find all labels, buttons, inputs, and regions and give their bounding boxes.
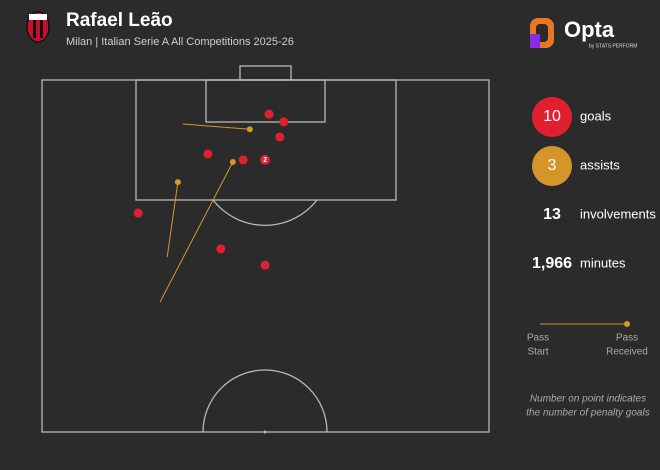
title: Rafael Leão bbox=[66, 10, 173, 31]
stat-value: 10 bbox=[543, 108, 561, 125]
brand: Opta bbox=[564, 17, 615, 42]
legend-label: Start bbox=[527, 347, 548, 358]
legend-label: Pass bbox=[527, 333, 549, 344]
legend-label: Received bbox=[606, 347, 648, 358]
goal bbox=[216, 244, 226, 254]
stat-label: minutes bbox=[580, 255, 626, 270]
opta-logo bbox=[530, 18, 554, 48]
stat-value: 13 bbox=[543, 206, 561, 223]
stat-value: 1,966 bbox=[532, 255, 572, 272]
brand-sub: by STATS PERFORM bbox=[589, 43, 637, 49]
pass-line bbox=[166, 182, 179, 258]
goal bbox=[279, 117, 289, 127]
goal bbox=[260, 260, 270, 270]
stat-label: goals bbox=[580, 108, 612, 123]
pass-received bbox=[229, 159, 236, 166]
note: the number of penalty goals bbox=[526, 408, 649, 419]
subtitle: Milan | Italian Serie A All Competitions… bbox=[66, 36, 294, 48]
penalty-count: 2 bbox=[263, 157, 267, 164]
legend-label: Pass bbox=[616, 333, 638, 344]
pitch bbox=[41, 65, 490, 434]
goal bbox=[203, 149, 213, 159]
pass-received bbox=[246, 126, 253, 133]
goal bbox=[133, 208, 143, 218]
stat-label: assists bbox=[580, 157, 620, 172]
legend-dot bbox=[624, 321, 630, 327]
club-badge bbox=[26, 11, 50, 43]
goal bbox=[264, 109, 274, 119]
penalty-goal bbox=[260, 154, 271, 165]
note: Number on point indicates bbox=[530, 394, 646, 405]
stat-badge bbox=[532, 97, 572, 137]
pass-line bbox=[159, 161, 234, 303]
pass-received bbox=[174, 179, 181, 186]
stat-label: involvements bbox=[580, 206, 656, 221]
goal bbox=[238, 155, 248, 165]
goal bbox=[275, 132, 285, 142]
stat-value: 3 bbox=[548, 157, 557, 174]
stat-badge bbox=[532, 146, 572, 186]
pass-line bbox=[182, 123, 250, 130]
